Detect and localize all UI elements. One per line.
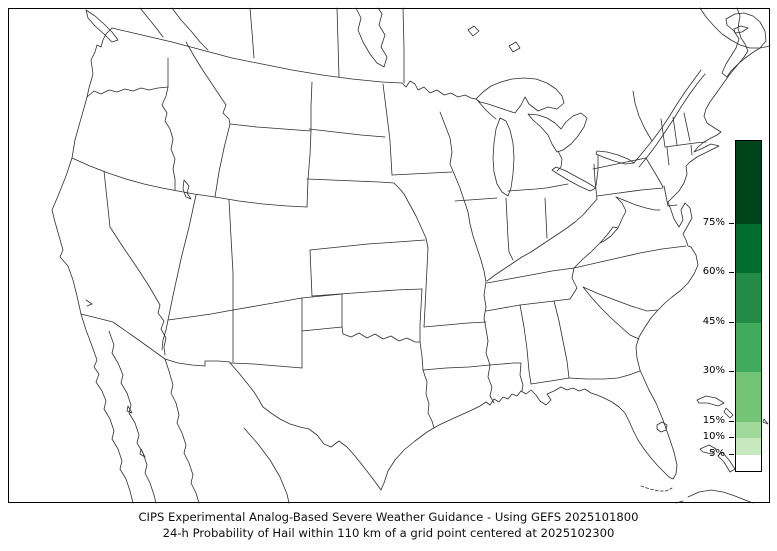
ohio-river: [486, 198, 598, 282]
coastline-outline: [51, 7, 749, 491]
great-salt-lake: [182, 179, 192, 200]
savannah-river: [582, 286, 640, 340]
ottawa-river: [632, 90, 653, 142]
great-lakes: [475, 77, 635, 197]
mexico-coastlines: [80, 313, 290, 504]
colorbar-tick-label: 75%: [702, 216, 725, 228]
baja-east-coast: [108, 330, 157, 504]
colorbar-segment: [736, 372, 761, 422]
colorbar-segment: [736, 421, 761, 438]
st-lawrence-river: [633, 69, 702, 164]
nova-scotia: [721, 12, 767, 78]
lake-erie: [551, 166, 597, 192]
title-line-1: CIPS Experimental Analog-Based Severe We…: [138, 510, 639, 524]
colorbar: [735, 140, 762, 472]
figure-title: CIPS Experimental Analog-Based Severe We…: [0, 509, 777, 541]
colorbar-tick-label: 30%: [702, 365, 725, 376]
colorbar-tick-label: 10%: [702, 431, 725, 442]
vancouver-island: [85, 9, 119, 43]
colorbar-tick-label: 45%: [702, 315, 725, 327]
colorbar-segment: [736, 223, 761, 273]
colorbar-segment: [736, 438, 761, 455]
lake-michigan: [492, 117, 515, 197]
potomac-river: [615, 196, 661, 211]
lake-huron: [527, 112, 588, 153]
colorbar-tick-label: 5%: [709, 447, 725, 459]
colorbar-tick-label: 60%: [702, 266, 725, 277]
baja-west-coast: [80, 313, 134, 504]
colorbar-tick-mark: [729, 272, 734, 273]
colorbar-tick-mark: [729, 453, 734, 455]
colorbar-segment: [736, 141, 761, 224]
colorbar-tick-mark: [729, 321, 734, 323]
lake-okeechobee: [656, 421, 668, 433]
mississippi-river: [439, 111, 495, 404]
colorbar-segment: [736, 322, 761, 372]
colorbar-tick-label: 15%: [702, 414, 725, 426]
cuba-north-coast: [687, 489, 754, 504]
prince-edward-island: [733, 25, 749, 34]
colorbar-segment: [736, 273, 761, 323]
red-river: [341, 326, 421, 343]
colorbar-segment: [736, 454, 761, 471]
florida-keys: [640, 485, 673, 492]
canada-border-and-provinces: [85, 7, 771, 168]
lake-winnipeg: [355, 7, 388, 68]
lake-superior: [475, 77, 565, 114]
missouri-river: [403, 193, 429, 249]
colorbar-tick-mark: [729, 420, 734, 422]
lake-ontario: [595, 150, 635, 165]
state-borders: [71, 41, 707, 433]
colorbar-tick-mark: [729, 437, 734, 438]
colorbar-tick-mark: [729, 371, 734, 372]
colorbar-tick-mark: [729, 222, 734, 224]
title-line-2: 24-h Probability of Hail within 110 km o…: [162, 526, 615, 540]
